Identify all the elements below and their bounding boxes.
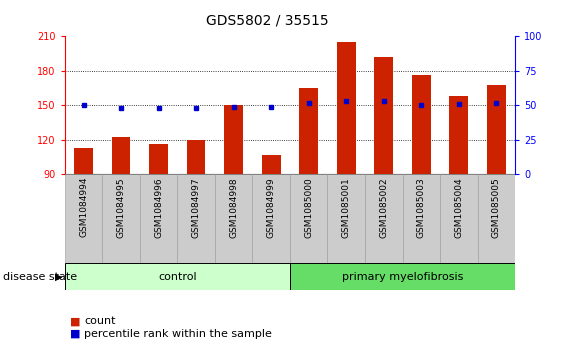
Text: GSM1085002: GSM1085002 — [379, 177, 388, 237]
Text: GSM1084999: GSM1084999 — [267, 177, 276, 237]
Text: GSM1085004: GSM1085004 — [454, 177, 463, 237]
Bar — [487, 85, 506, 174]
Bar — [365, 174, 403, 263]
Bar — [449, 96, 468, 174]
Bar — [440, 174, 477, 263]
Bar — [177, 174, 215, 263]
Bar — [65, 263, 290, 290]
Text: GSM1084998: GSM1084998 — [229, 177, 238, 237]
Bar — [149, 144, 168, 174]
Bar — [374, 57, 393, 174]
Bar — [412, 76, 431, 174]
Text: GSM1085000: GSM1085000 — [304, 177, 313, 238]
Bar — [65, 174, 102, 263]
Bar — [102, 174, 140, 263]
Bar — [140, 174, 177, 263]
Bar — [262, 155, 280, 174]
Bar — [328, 174, 365, 263]
Bar — [290, 174, 328, 263]
Text: ■: ■ — [70, 329, 81, 339]
Bar — [290, 263, 515, 290]
Text: GSM1084995: GSM1084995 — [117, 177, 126, 237]
Bar — [215, 174, 252, 263]
Text: percentile rank within the sample: percentile rank within the sample — [84, 329, 272, 339]
Bar — [74, 148, 93, 174]
Text: count: count — [84, 316, 116, 326]
Bar — [187, 140, 205, 174]
Text: disease state: disease state — [3, 272, 77, 282]
Text: GSM1085001: GSM1085001 — [342, 177, 351, 238]
Bar — [111, 138, 131, 174]
Bar — [403, 174, 440, 263]
Text: GSM1084997: GSM1084997 — [191, 177, 200, 237]
Text: ▶: ▶ — [55, 272, 62, 282]
Text: GSM1085003: GSM1085003 — [417, 177, 426, 238]
Text: GSM1085005: GSM1085005 — [492, 177, 501, 238]
Text: GSM1084996: GSM1084996 — [154, 177, 163, 237]
Text: primary myelofibrosis: primary myelofibrosis — [342, 272, 463, 282]
Text: GSM1084994: GSM1084994 — [79, 177, 88, 237]
Text: ■: ■ — [70, 316, 81, 326]
Bar — [477, 174, 515, 263]
Bar — [337, 42, 356, 174]
Bar — [252, 174, 290, 263]
Text: GDS5802 / 35515: GDS5802 / 35515 — [206, 13, 329, 27]
Bar — [224, 105, 243, 174]
Bar — [300, 88, 318, 174]
Text: control: control — [158, 272, 196, 282]
